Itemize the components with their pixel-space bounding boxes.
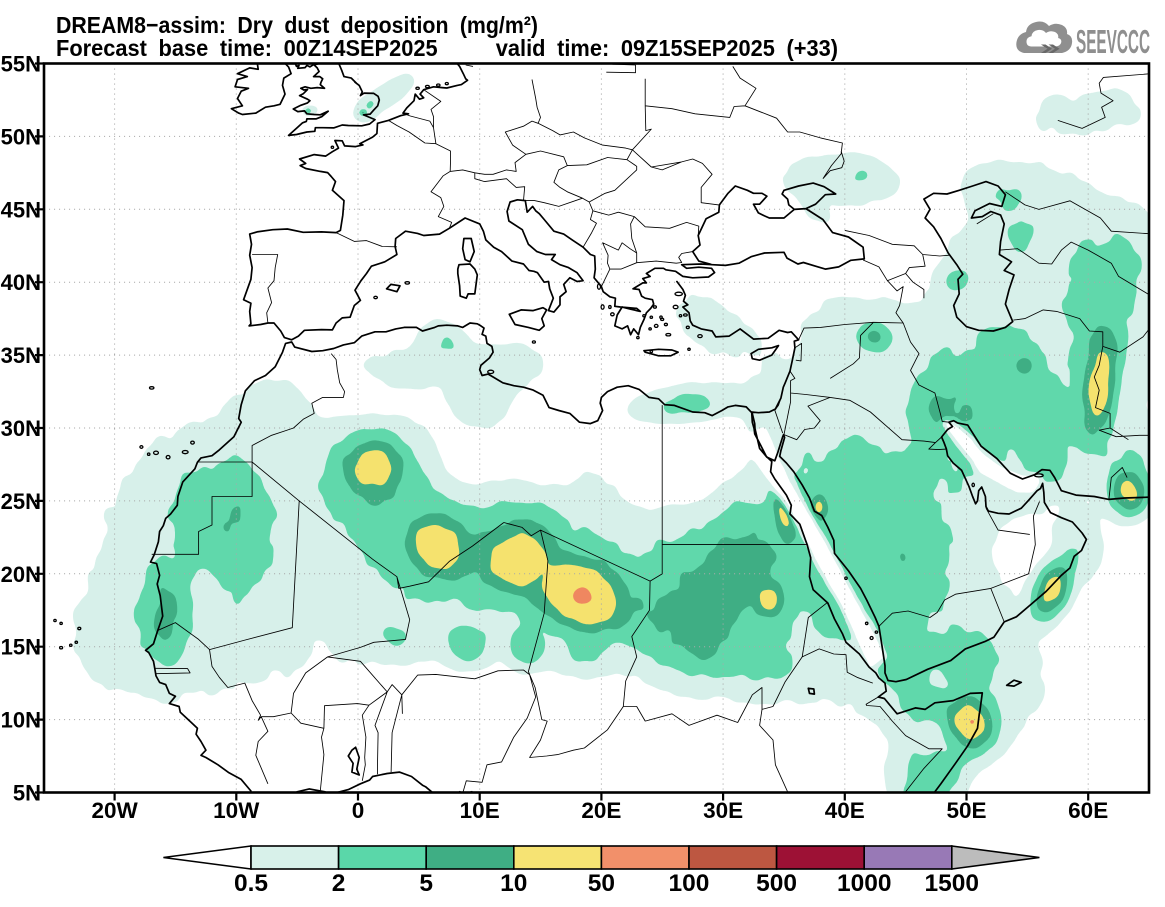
svg-text:0.5: 0.5 [234,870,268,897]
svg-text:40N: 40N [1,270,41,295]
svg-text:50N: 50N [1,124,41,149]
svg-text:25N: 25N [1,489,41,514]
svg-text:35N: 35N [1,343,41,368]
svg-text:20N: 20N [1,562,41,587]
svg-text:5N: 5N [13,781,41,806]
svg-text:SEEVCCC: SEEVCCC [1076,23,1150,60]
svg-text:10E: 10E [460,798,500,823]
svg-text:5: 5 [419,870,433,897]
svg-text:10: 10 [500,870,527,897]
svg-text:100: 100 [669,870,710,897]
svg-text:10W: 10W [213,798,260,823]
svg-text:20E: 20E [581,798,621,823]
svg-text:500: 500 [756,870,797,897]
svg-text:15N: 15N [1,635,41,660]
svg-text:45N: 45N [1,197,41,222]
svg-text:2: 2 [332,870,346,897]
svg-text:0: 0 [352,798,365,823]
svg-text:60E: 60E [1068,798,1108,823]
svg-text:Forecast base time: 00Z14SEP20: Forecast base time: 00Z14SEP2025 valid t… [56,35,838,61]
svg-text:50E: 50E [946,798,986,823]
svg-text:20W: 20W [91,798,138,823]
svg-text:30N: 30N [1,416,41,441]
svg-text:30E: 30E [703,798,743,823]
svg-text:55N: 55N [1,52,41,77]
svg-text:50: 50 [588,870,615,897]
svg-text:10N: 10N [1,708,41,733]
svg-text:1500: 1500 [925,870,980,897]
svg-text:1000: 1000 [837,870,892,897]
svg-text:DREAM8−assim: Dry dust deposit: DREAM8−assim: Dry dust deposition (mg/m²… [56,12,538,38]
svg-text:40E: 40E [825,798,865,823]
